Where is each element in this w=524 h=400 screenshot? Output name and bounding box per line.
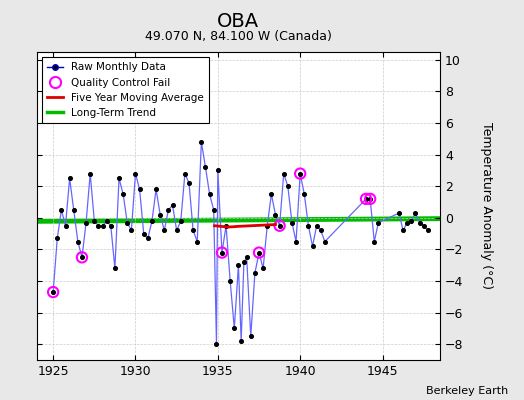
Point (82, 219, 90, 226)
Point (86, 170, 94, 177)
Point (212, 341, 221, 348)
Point (370, 238, 378, 245)
Point (276, 222, 284, 229)
Point (243, 254, 251, 260)
Point (420, 222, 428, 229)
Point (218, 249, 226, 256)
Point (276, 222, 284, 229)
Point (255, 249, 263, 256)
Point (230, 325, 238, 332)
Point (197, 139, 205, 145)
Point (411, 210, 420, 216)
Point (312, 222, 321, 229)
Point (222, 222, 230, 229)
Point (201, 164, 210, 170)
Point (57, 207, 66, 213)
Point (193, 238, 201, 245)
Point (267, 191, 276, 197)
Point (205, 191, 214, 197)
Point (172, 227, 181, 234)
Point (123, 219, 132, 226)
Point (416, 219, 424, 226)
Point (316, 227, 325, 234)
Point (53, 235, 61, 242)
Point (255, 249, 263, 256)
Point (304, 222, 313, 229)
Point (160, 227, 169, 234)
Point (423, 227, 432, 234)
Point (164, 207, 172, 213)
Point (115, 175, 123, 182)
Point (300, 191, 309, 197)
Text: Berkeley Earth: Berkeley Earth (426, 386, 508, 396)
Text: 49.070 N, 84.100 W (Canada): 49.070 N, 84.100 W (Canada) (145, 30, 332, 43)
Point (168, 202, 177, 208)
Point (362, 196, 370, 202)
Point (296, 170, 304, 177)
Point (78, 254, 86, 260)
Point (271, 212, 280, 218)
Point (292, 238, 300, 245)
Point (156, 212, 165, 218)
Point (237, 338, 245, 344)
Point (148, 218, 156, 224)
Point (366, 196, 374, 202)
Point (74, 238, 82, 245)
Point (403, 219, 411, 226)
Point (296, 170, 304, 177)
Point (308, 243, 316, 250)
Point (70, 207, 78, 213)
Point (111, 265, 119, 272)
Point (288, 219, 296, 226)
Point (374, 219, 383, 226)
Point (239, 259, 248, 265)
Legend: Raw Monthly Data, Quality Control Fail, Five Year Moving Average, Long-Term Tren: Raw Monthly Data, Quality Control Fail, … (42, 57, 209, 123)
Point (234, 262, 243, 268)
Point (177, 218, 185, 224)
Point (362, 196, 370, 202)
Point (99, 222, 107, 229)
Point (189, 227, 198, 234)
Title: OBA: OBA (217, 12, 259, 31)
Point (259, 265, 267, 272)
Point (210, 207, 218, 213)
Point (127, 227, 136, 234)
Point (407, 218, 416, 224)
Point (283, 183, 292, 190)
Point (279, 170, 288, 177)
Y-axis label: Temperature Anomaly (°C): Temperature Anomaly (°C) (480, 122, 493, 290)
Point (144, 235, 152, 242)
Point (94, 222, 103, 229)
Point (106, 222, 115, 229)
Point (185, 180, 193, 186)
Point (399, 227, 407, 234)
Point (181, 170, 189, 177)
Point (49, 289, 57, 295)
Point (395, 210, 403, 216)
Point (119, 191, 127, 197)
Point (321, 238, 329, 245)
Point (135, 186, 144, 193)
Point (218, 249, 226, 256)
Point (61, 222, 70, 229)
Point (49, 289, 57, 295)
Point (66, 175, 74, 182)
Point (139, 230, 148, 237)
Point (78, 254, 86, 260)
Point (132, 170, 140, 177)
Point (263, 222, 271, 229)
Point (226, 278, 234, 284)
Point (90, 218, 99, 224)
Point (103, 218, 111, 224)
Point (214, 167, 222, 174)
Point (250, 270, 259, 276)
Point (366, 196, 374, 202)
Point (152, 186, 160, 193)
Point (247, 333, 255, 340)
